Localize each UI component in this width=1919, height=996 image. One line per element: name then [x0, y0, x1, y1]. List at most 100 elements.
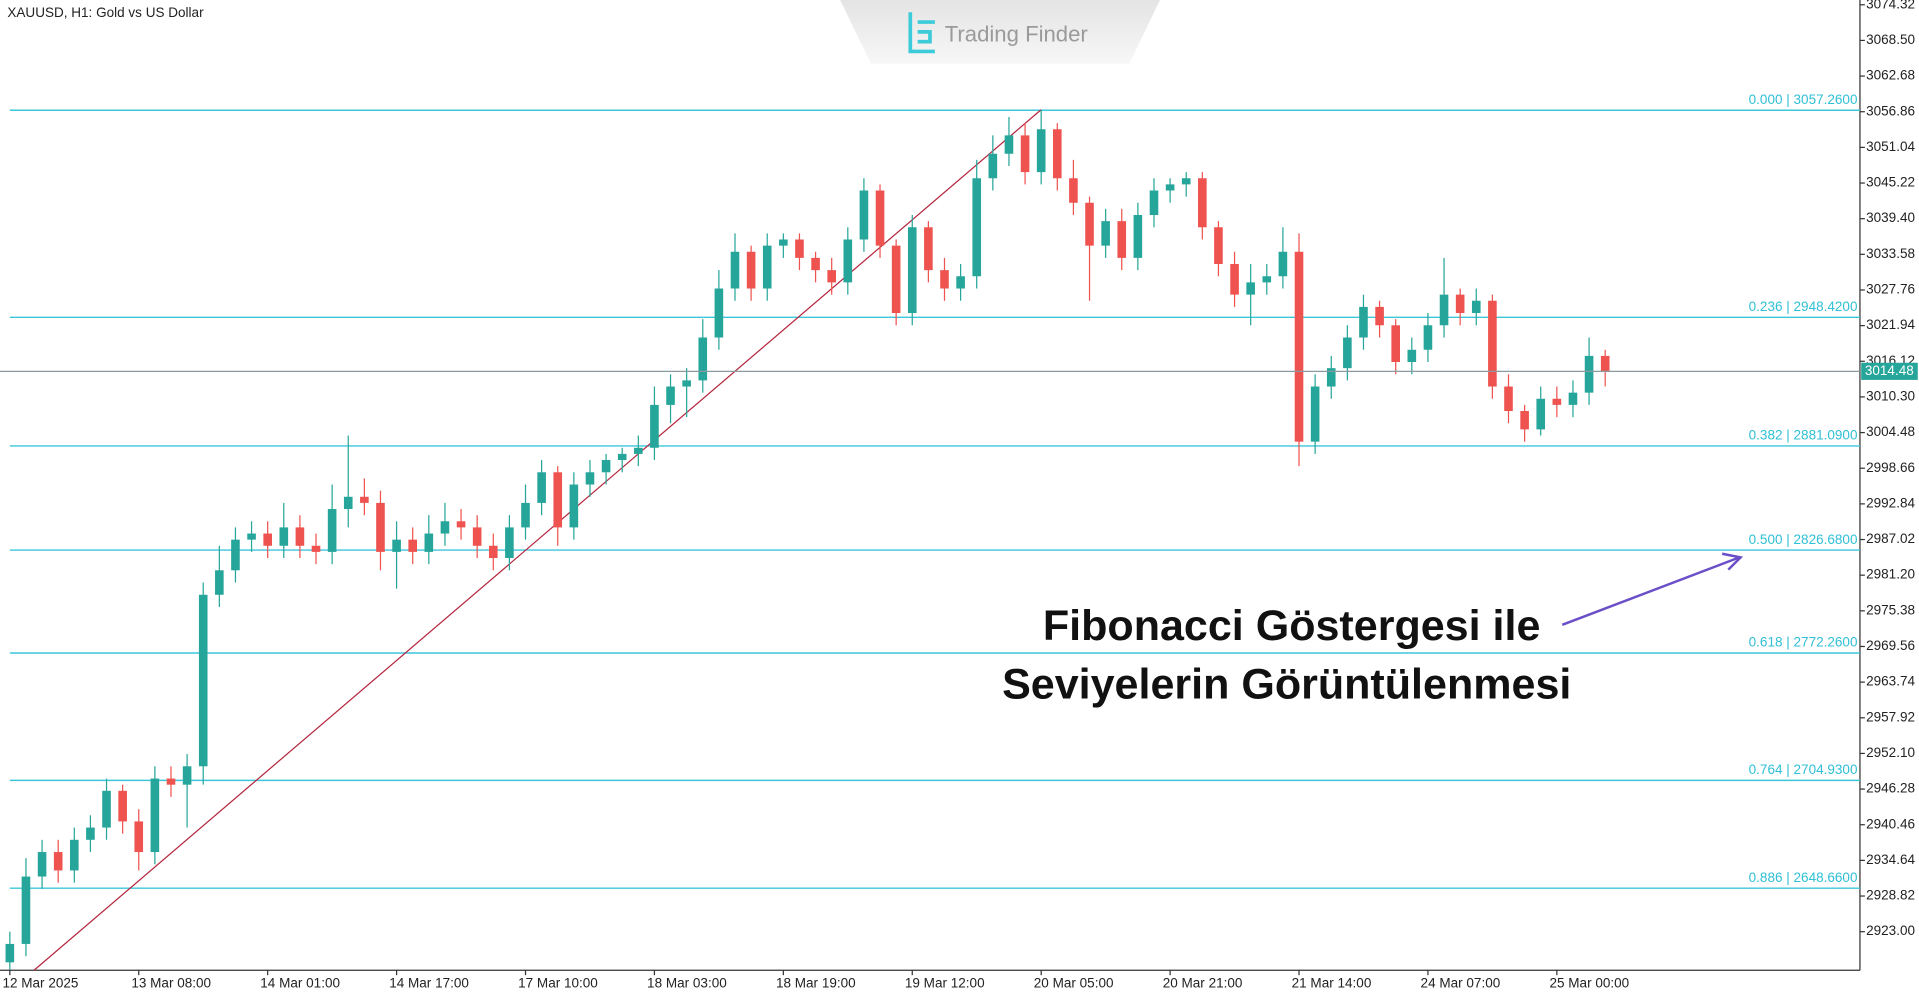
candle-body — [569, 484, 579, 528]
candle-body — [988, 153, 998, 179]
candle-body — [472, 527, 482, 546]
candle-body — [1294, 251, 1304, 442]
candle-body — [295, 527, 305, 546]
y-tick-label: 2969.56 — [1866, 638, 1915, 653]
candle-body — [327, 509, 337, 552]
candle-body — [521, 502, 530, 528]
candle-body — [1375, 306, 1384, 326]
logo-tab — [840, 0, 1161, 64]
candle-body — [1246, 282, 1255, 295]
x-tick-label: 17 Mar 10:00 — [518, 975, 598, 990]
candle-body — [1117, 221, 1127, 258]
y-tick-label: 2923.00 — [1866, 923, 1915, 938]
candle-body — [1439, 294, 1449, 326]
y-tick-label: 3039.40 — [1866, 210, 1915, 225]
y-tick-label: 3051.04 — [1866, 139, 1915, 154]
candle-body — [730, 251, 740, 289]
fib-label: 0.382 | 2881.0900 — [1749, 428, 1858, 443]
candle-body — [843, 239, 853, 283]
x-tick-label: 18 Mar 19:00 — [776, 975, 856, 990]
candle-body — [1568, 392, 1578, 405]
x-tick-label: 19 Mar 12:00 — [905, 975, 985, 990]
candle-body — [1165, 184, 1175, 191]
candle-body — [1181, 178, 1191, 185]
candle-body — [1069, 178, 1078, 203]
candle-body — [811, 257, 820, 271]
candle-body — [376, 502, 385, 552]
last-price-box — [1861, 362, 1918, 380]
fib-label: 0.618 | 2772.2600 — [1749, 635, 1858, 650]
x-tick-label: 14 Mar 17:00 — [389, 975, 469, 990]
candle-body — [1230, 264, 1239, 295]
candle-body — [1198, 178, 1207, 228]
trendline — [33, 109, 1042, 971]
candle-body — [924, 227, 933, 271]
y-tick-label: 3021.94 — [1866, 317, 1915, 332]
candle-body — [440, 521, 450, 534]
candle-body — [682, 380, 691, 387]
annotation: Seviyelerin Görüntülenmesi — [1002, 661, 1571, 709]
candle-body — [1471, 300, 1481, 314]
candle-body — [617, 453, 627, 461]
logo-icon — [908, 12, 935, 54]
candle-body — [215, 570, 224, 595]
candle-body — [1278, 251, 1288, 277]
y-tick-label: 3068.50 — [1866, 32, 1915, 47]
candle-body — [1310, 386, 1320, 442]
candle-body — [86, 827, 95, 840]
candle-body — [827, 270, 836, 283]
x-tick-label: 13 Mar 08:00 — [131, 975, 211, 990]
candle-body — [956, 276, 965, 289]
last-price-label: 3014.48 — [1865, 363, 1914, 378]
candle-body — [198, 594, 208, 767]
candle-body — [940, 270, 949, 289]
y-tick-label: 2998.66 — [1866, 460, 1915, 475]
fib-label: 0.764 | 2704.9300 — [1749, 762, 1858, 777]
candle-body — [1488, 300, 1497, 387]
candle-body — [601, 460, 611, 473]
candle-body — [69, 839, 79, 871]
y-tick-label: 3056.86 — [1866, 103, 1915, 118]
candle-body — [634, 447, 643, 454]
candle-body — [859, 190, 869, 240]
candle-body — [182, 766, 192, 785]
annotation-arrow — [1561, 552, 1744, 626]
candle-body — [907, 227, 917, 314]
candle-body — [1407, 349, 1417, 363]
candle-body — [166, 778, 176, 785]
candle-body — [1085, 202, 1094, 246]
candle-body — [102, 790, 111, 828]
candle-body — [537, 472, 546, 503]
candle-body — [37, 852, 47, 877]
candle-body — [1552, 398, 1562, 405]
candle-body — [1101, 221, 1110, 246]
candle-body — [1020, 135, 1030, 173]
candle-body — [779, 239, 788, 246]
candle-body — [424, 533, 434, 552]
y-tick-label: 3010.30 — [1866, 389, 1915, 404]
candle-body — [1036, 129, 1046, 173]
y-tick-label: 3027.76 — [1866, 282, 1915, 297]
y-tick-label: 2934.64 — [1866, 852, 1915, 867]
annotation: Fibonacci Göstergesi ile — [1043, 602, 1541, 650]
candle-body — [279, 527, 289, 546]
fib-label: 0.000 | 3057.2600 — [1749, 92, 1858, 107]
candle-body — [231, 539, 240, 571]
candle-body — [714, 288, 724, 338]
x-tick-label: 20 Mar 05:00 — [1034, 975, 1114, 990]
candle-body — [666, 386, 675, 405]
y-tick-label: 3045.22 — [1866, 175, 1915, 190]
candle-body — [1455, 294, 1465, 314]
candle-body — [1600, 355, 1610, 372]
y-tick-label: 3004.48 — [1866, 424, 1915, 439]
x-tick-label: 20 Mar 21:00 — [1163, 975, 1243, 990]
y-tick-label: 2992.84 — [1866, 495, 1915, 510]
y-tick-label: 3033.58 — [1866, 246, 1915, 261]
candle-body — [585, 472, 595, 485]
fib-label: 0.500 | 2826.6800 — [1749, 532, 1858, 547]
candle-body — [762, 245, 772, 289]
candle-body — [650, 404, 659, 448]
y-tick-label: 3074.32 — [1866, 0, 1915, 11]
